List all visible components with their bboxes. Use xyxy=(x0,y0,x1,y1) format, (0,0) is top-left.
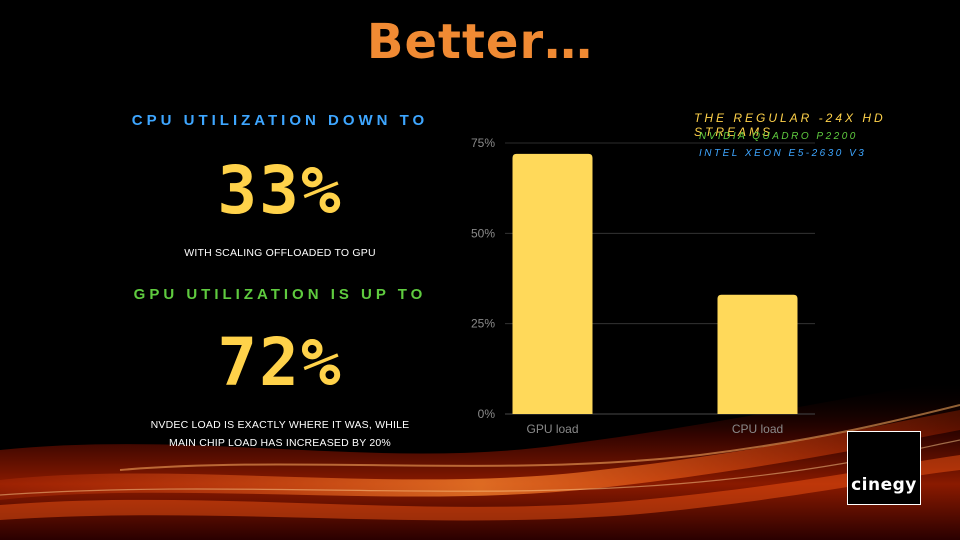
gpu-note: NVDEC LOAD IS EXACTLY WHERE IT WAS, WHIL… xyxy=(90,416,470,452)
cpu-note: WITH SCALING OFFLOADED TO GPU xyxy=(184,247,376,259)
label-layer: 0% 25% 50% 75% GPU load CPU load xyxy=(471,136,783,436)
logo-text: cinegy xyxy=(851,475,917,495)
y-tick-label: 25% xyxy=(471,317,495,331)
cpu-heading: CPU UTILIZATION DOWN TO xyxy=(131,112,429,129)
y-tick-label: 75% xyxy=(471,136,495,150)
legend-title: THE REGULAR -24X HD STREAMS xyxy=(694,111,886,139)
gpu-heading: GPU UTILIZATION IS UP TO xyxy=(133,286,427,303)
legend-line-gpu: NVIDIA QUADRO P2200 xyxy=(699,131,858,142)
cpu-value: 33% xyxy=(217,152,343,229)
x-category-label: GPU load xyxy=(526,422,578,436)
y-tick-label: 0% xyxy=(478,407,496,421)
bar-layer xyxy=(512,153,798,414)
bar-chart: 0% 25% 50% 75% GPU load CPU load xyxy=(471,136,815,436)
y-tick-label: 50% xyxy=(471,226,495,240)
legend-line-cpu: INTEL XEON E5-2630 V3 xyxy=(699,148,867,159)
bar-cpu-load xyxy=(717,294,798,414)
gpu-note-line1: NVDEC LOAD IS EXACTLY WHERE IT WAS, WHIL… xyxy=(150,419,410,431)
gpu-note-line2: MAIN CHIP LOAD HAS INCREASED BY 20% xyxy=(169,437,391,449)
x-category-label: CPU load xyxy=(732,422,783,436)
bar-gpu-load xyxy=(512,153,593,414)
cinegy-logo: cinegy xyxy=(847,431,921,505)
slide-title: Better… xyxy=(366,14,594,70)
gpu-value: 72% xyxy=(217,324,343,401)
